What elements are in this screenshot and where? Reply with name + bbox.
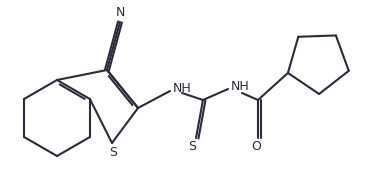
Text: O: O — [251, 140, 261, 153]
Text: N: N — [115, 7, 125, 20]
Text: S: S — [109, 146, 117, 158]
Text: NH: NH — [173, 83, 192, 96]
Text: S: S — [188, 140, 196, 153]
Text: NH: NH — [231, 80, 250, 93]
